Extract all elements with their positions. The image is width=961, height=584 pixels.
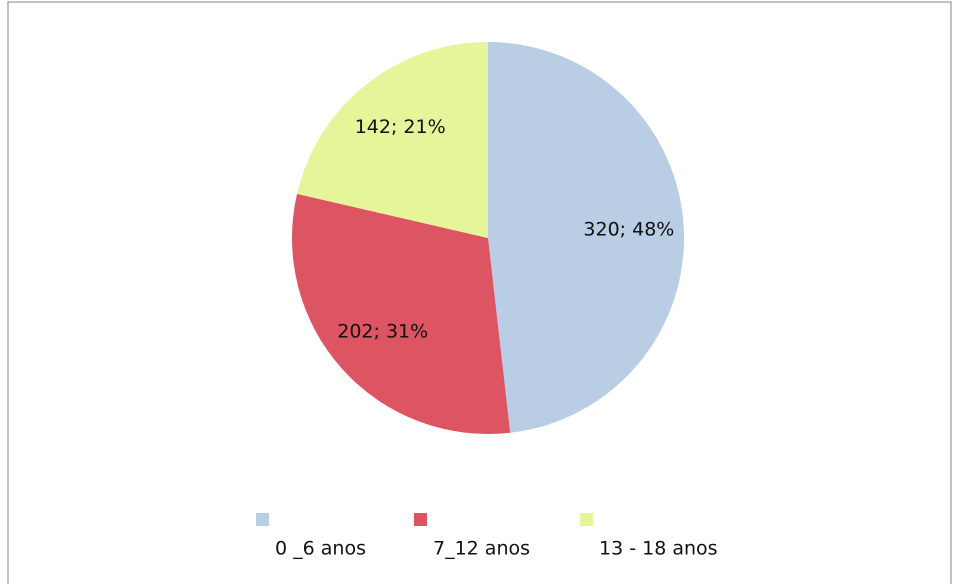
legend-swatch [414,513,427,526]
pie-slice [297,42,488,238]
legend-swatch [256,513,269,526]
legend-label: 13 - 18 anos [599,538,718,560]
data-label: 202; 31% [337,320,428,342]
data-label: 320; 48% [583,218,674,240]
pie-slice [292,193,511,434]
legend-label: 7_12 anos [433,538,530,560]
data-label: 142; 21% [355,116,446,138]
pie-slice [488,42,684,433]
legend-swatch [580,513,593,526]
legend-label: 0 _6 anos [275,538,366,560]
